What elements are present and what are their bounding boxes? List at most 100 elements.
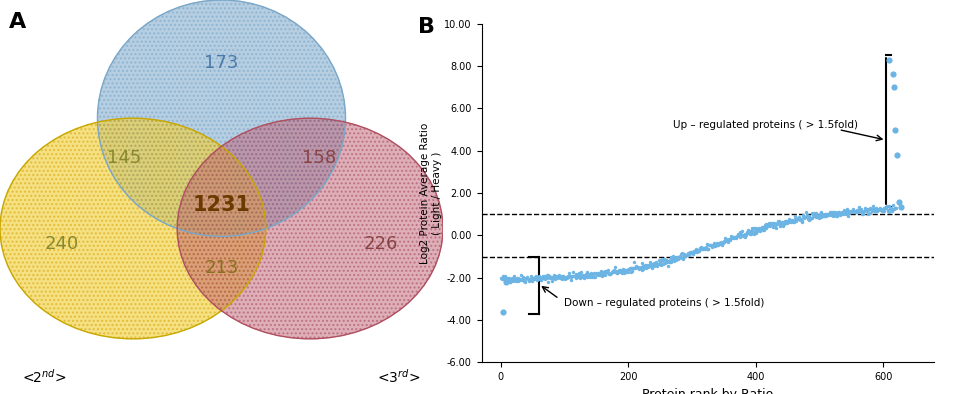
Point xyxy=(837,210,852,216)
Point xyxy=(743,231,759,237)
Point xyxy=(702,242,717,248)
Point xyxy=(772,222,788,229)
Point xyxy=(638,263,653,269)
Point xyxy=(716,238,732,245)
Point xyxy=(565,273,581,279)
Point xyxy=(539,275,555,281)
Point xyxy=(827,211,843,217)
Point xyxy=(542,274,558,281)
Point xyxy=(616,267,632,273)
Point xyxy=(535,275,551,281)
Point xyxy=(764,221,779,227)
Point xyxy=(682,249,697,255)
Point xyxy=(497,276,512,282)
Point xyxy=(707,240,722,246)
Point xyxy=(861,206,876,213)
Point xyxy=(879,203,895,209)
Point xyxy=(697,245,713,252)
Point xyxy=(753,226,768,232)
Point xyxy=(582,270,597,277)
Point xyxy=(707,242,722,248)
Point xyxy=(547,275,562,282)
Point xyxy=(810,214,825,220)
Point xyxy=(713,240,728,247)
Point xyxy=(682,252,697,258)
Point xyxy=(516,277,532,284)
Point xyxy=(494,276,509,282)
Point xyxy=(716,238,732,244)
Point xyxy=(708,243,723,249)
Point xyxy=(833,210,848,216)
Point xyxy=(820,212,836,219)
Point xyxy=(611,269,626,275)
Point xyxy=(852,208,868,214)
Point xyxy=(737,232,752,238)
Point xyxy=(746,225,762,231)
Point xyxy=(770,220,786,227)
Point xyxy=(589,270,605,277)
Point xyxy=(774,219,790,226)
Point xyxy=(785,219,800,225)
Point xyxy=(735,233,750,239)
Point xyxy=(882,56,898,63)
Point xyxy=(518,275,534,281)
Point xyxy=(500,277,515,283)
Point xyxy=(622,264,638,271)
Point xyxy=(790,216,805,223)
Point xyxy=(859,208,874,214)
Point xyxy=(656,261,671,268)
Point xyxy=(655,257,670,264)
Point xyxy=(495,309,510,315)
Point xyxy=(583,271,598,277)
Point xyxy=(675,249,690,256)
Point xyxy=(714,239,729,245)
Point xyxy=(504,277,519,284)
Point xyxy=(832,212,847,219)
Point xyxy=(884,208,899,214)
Point xyxy=(618,266,634,273)
Point xyxy=(530,276,545,282)
Point xyxy=(673,251,689,257)
Text: <3$^{rd}$>: <3$^{rd}$> xyxy=(377,368,421,386)
Point xyxy=(639,262,655,268)
Point xyxy=(550,273,565,279)
Point xyxy=(556,274,571,280)
Point xyxy=(711,242,726,248)
Point xyxy=(867,207,882,214)
Point xyxy=(756,227,771,233)
Point xyxy=(782,219,797,226)
Point xyxy=(499,277,514,283)
Point xyxy=(508,278,524,284)
Point xyxy=(731,231,746,237)
Point xyxy=(518,277,534,284)
Point xyxy=(886,206,901,212)
Point xyxy=(586,271,601,277)
Point xyxy=(835,209,850,216)
Point xyxy=(688,249,703,255)
Point xyxy=(641,262,657,269)
Point xyxy=(756,227,771,233)
Point xyxy=(585,274,600,281)
Point xyxy=(848,209,864,215)
Point xyxy=(623,264,638,271)
Point xyxy=(668,256,684,263)
Point xyxy=(521,276,536,282)
Point xyxy=(766,221,781,227)
Point xyxy=(872,206,887,212)
Point xyxy=(807,210,822,217)
Point xyxy=(864,208,879,214)
Point xyxy=(775,223,791,229)
Point xyxy=(722,237,738,243)
Point xyxy=(618,268,634,275)
Point xyxy=(537,276,553,282)
Point xyxy=(699,246,715,252)
Point xyxy=(791,215,806,221)
Point xyxy=(498,279,513,285)
Point xyxy=(607,269,622,275)
Point xyxy=(820,211,835,217)
Point xyxy=(876,208,892,214)
Point xyxy=(883,206,898,212)
Point xyxy=(554,276,569,282)
Point xyxy=(868,208,883,214)
Point xyxy=(645,262,661,269)
